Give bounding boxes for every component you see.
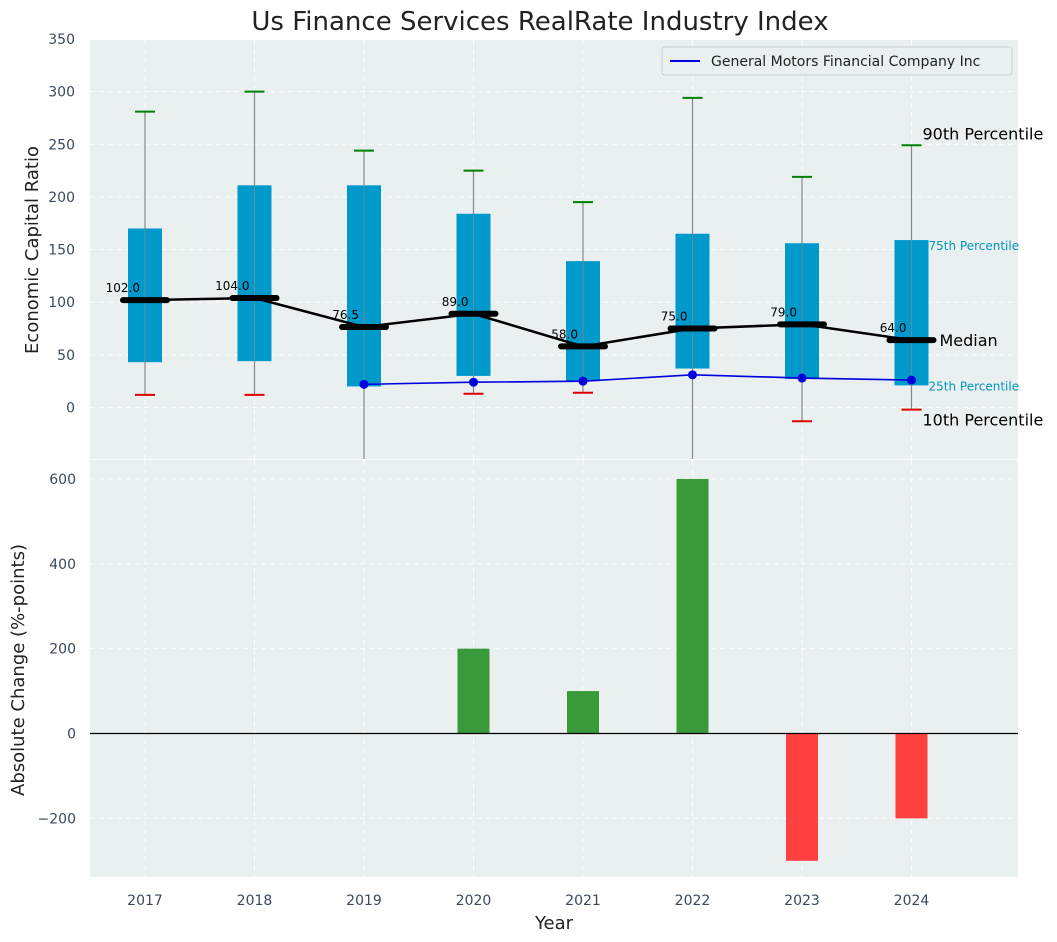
x-tick-label: 2022: [675, 893, 711, 909]
x-tick-label: 2018: [237, 893, 273, 909]
median-value-label: 76.5: [332, 308, 359, 322]
change-bar: [567, 691, 599, 734]
legend-box: [661, 46, 1013, 76]
x-tick-label: 2017: [127, 893, 163, 909]
p75-annotation: 75th Percentile: [929, 239, 1020, 253]
company-point: [578, 376, 588, 386]
x-tick-label: 2019: [346, 893, 382, 909]
median-annotation: Median: [940, 331, 998, 350]
x-axis-label: Year: [534, 913, 574, 934]
median-value-label: 75.0: [661, 310, 688, 324]
top-y-tick-label: 350: [48, 32, 75, 48]
bottom-y-tick-label: 400: [49, 557, 76, 573]
bottom-y-tick-label: −200: [38, 811, 76, 827]
median-value-label: 79.0: [770, 305, 797, 319]
bottom-plot-background: [90, 460, 1018, 877]
company-point: [359, 379, 369, 389]
top-y-tick-label: 200: [48, 190, 75, 206]
change-bar: [676, 478, 709, 734]
change-bar: [895, 733, 928, 819]
bottom-y-tick-label: 200: [49, 642, 76, 658]
top-marks: 102.0 104.0 76.5 89.0 58.0 75.0 79.0 64.0: [106, 90, 937, 459]
change-bar-panel: −200 0 200 400 600 2017 2018 2019 2020 2021 2022 20…: [38, 460, 1018, 909]
company-point: [469, 377, 478, 387]
change-bar: [786, 733, 818, 861]
top-y-tick-label: 150: [48, 243, 75, 259]
company-point: [797, 373, 807, 383]
p10-annotation: 10th Percentile: [923, 411, 1044, 430]
p25-annotation: 25th Percentile: [929, 379, 1020, 393]
top-y-tick-label: 50: [57, 348, 75, 364]
bottom-y-tick-label: 0: [67, 727, 76, 743]
company-line: [363, 374, 912, 386]
bottom-y-axis-label: Absolute Change (%-points): [8, 544, 29, 796]
x-tick-label: 2024: [894, 893, 930, 909]
x-tick-label: 2021: [565, 893, 601, 909]
company-point: [907, 375, 916, 385]
median-value-label: 102.0: [106, 281, 140, 295]
median-value-label: 58.0: [551, 327, 578, 341]
legend-label: General Motors Financial Company Inc: [711, 54, 980, 70]
top-y-tick-label: 300: [48, 85, 75, 101]
bottom-y-tick-label: 600: [49, 472, 76, 488]
top-y-tick-label: 250: [48, 137, 75, 153]
p90-annotation: 90th Percentile: [923, 124, 1044, 143]
legend: General Motors Financial Company Inc: [661, 46, 1013, 76]
median-value-label: 64.0: [880, 321, 907, 335]
top-y-axis-label: Economic Capital Ratio: [22, 146, 43, 354]
top-y-tick-label: 100: [48, 295, 75, 311]
x-tick-label: 2023: [784, 893, 820, 909]
median-value-label: 104.0: [215, 279, 249, 293]
x-tick-label: 2020: [456, 893, 492, 909]
change-bar: [457, 648, 490, 734]
chart-title: Us Finance Services RealRate Industry In…: [251, 7, 828, 37]
median-value-label: 89.0: [442, 295, 469, 309]
company-point: [688, 370, 697, 380]
top-y-tick-label: 0: [66, 401, 75, 417]
box-plot-panel: 0 50 100 150 200 250 300 350 102.0 104.0 76.5 89.0 5…: [48, 32, 1044, 459]
